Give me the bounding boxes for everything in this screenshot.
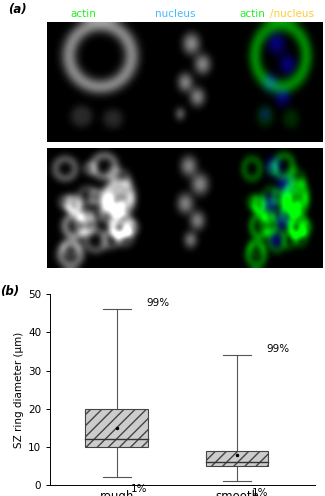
Text: nucleus: nucleus xyxy=(155,9,195,19)
Text: 1%: 1% xyxy=(131,484,148,495)
Text: 99%: 99% xyxy=(147,298,170,308)
Bar xyxy=(85,409,148,447)
Bar xyxy=(206,451,268,466)
Text: smooth: smooth xyxy=(8,203,47,213)
Text: 99%: 99% xyxy=(266,344,289,354)
Text: (b): (b) xyxy=(0,285,19,298)
Text: actin: actin xyxy=(71,9,97,19)
Text: (a): (a) xyxy=(8,3,27,16)
Y-axis label: SZ ring diameter (μm): SZ ring diameter (μm) xyxy=(14,331,24,448)
Text: rough: rough xyxy=(8,71,38,81)
Text: /nucleus: /nucleus xyxy=(270,9,314,19)
Text: actin: actin xyxy=(240,9,266,19)
Text: 1%: 1% xyxy=(252,488,268,496)
